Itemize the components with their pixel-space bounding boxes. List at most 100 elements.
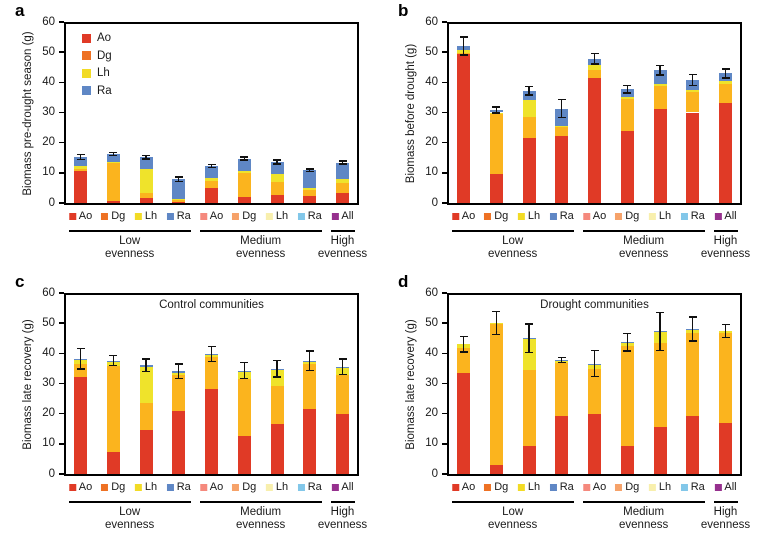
x-tick-ao-4: Ao xyxy=(582,210,606,222)
x-tick-swatch xyxy=(714,212,722,220)
y-tick-label: 0 xyxy=(431,196,438,209)
y-tick-label: 20 xyxy=(42,136,55,149)
group-label: High evenness xyxy=(318,506,367,532)
x-tick-swatch xyxy=(549,483,557,491)
x-tick-label: Ao xyxy=(209,210,224,222)
y-tick-label: 60 xyxy=(42,15,55,28)
error-bar xyxy=(309,351,311,371)
group-underline xyxy=(199,230,322,232)
plot-box xyxy=(447,22,742,205)
y-tick-label: 20 xyxy=(42,407,55,420)
y-tick-label: 50 xyxy=(425,45,438,58)
bar-segment-Ao xyxy=(555,415,569,474)
y-tick-mark xyxy=(442,322,447,324)
x-tick-label: Ao xyxy=(592,481,607,493)
y-tick-mark xyxy=(442,81,447,84)
error-bar xyxy=(112,355,114,366)
x-tick-label: Ra xyxy=(559,210,574,222)
x-tick-ao-0: Ao xyxy=(451,210,475,222)
legend-label: Ra xyxy=(97,84,112,97)
bar-segment-Ao xyxy=(719,422,732,474)
error-bar-cap-bottom xyxy=(590,375,599,378)
group-label: High evenness xyxy=(701,506,750,532)
x-tick-label: Ao xyxy=(78,481,93,493)
group-underline xyxy=(582,501,705,503)
error-bar xyxy=(495,107,497,114)
error-bar xyxy=(462,36,465,55)
bar-segment-Dg xyxy=(303,190,317,197)
bar-segment-Dg xyxy=(555,126,569,136)
error-bar-cap-bottom xyxy=(305,369,314,372)
error-bar-cap-top xyxy=(525,85,533,88)
error-bar-cap-top xyxy=(338,160,347,162)
group-label-line2: evenness xyxy=(105,248,155,260)
group-label-line1: Low xyxy=(502,235,524,247)
bar-segment-Dg xyxy=(237,378,251,436)
bar-segment-Dg xyxy=(522,117,536,139)
x-tick-ra-7: Ra xyxy=(680,210,705,222)
y-tick-label: 10 xyxy=(42,166,55,179)
error-bar-cap-top xyxy=(557,356,566,359)
bar-segment-Lh xyxy=(336,179,349,184)
x-tick-lh-2: Lh xyxy=(134,481,157,493)
group-label-line1: Medium xyxy=(623,506,665,518)
y-tick-mark xyxy=(59,322,64,324)
group-label-line2: evenness xyxy=(488,519,538,531)
x-tick-swatch xyxy=(484,212,492,220)
bar-segment-Ao xyxy=(336,193,349,203)
bar-segment-Dg xyxy=(719,332,732,423)
plot-area: 0 10 20 30 40 50 60 Ao Dg Lh Ra Ao Dg Lh Ra All Low evenn… xyxy=(383,0,766,271)
error-bar-cap-top xyxy=(142,358,150,360)
x-tick-swatch xyxy=(101,212,109,220)
x-tick-swatch xyxy=(232,483,240,491)
panel-a: a Biomass pre-drought season (g) 0 10 20 30… xyxy=(0,0,383,271)
x-tick-lh-2: Lh xyxy=(517,210,540,222)
x-tick-ra-3: Ra xyxy=(549,210,574,222)
error-bar-cap-top xyxy=(688,316,697,318)
group-label-line2: evenness xyxy=(488,248,538,260)
group-label-line1: Low xyxy=(502,506,524,518)
bar-segment-Lh xyxy=(620,97,634,99)
y-tick-mark xyxy=(442,473,447,475)
x-tick-swatch xyxy=(68,212,76,220)
error-bar-cap-top xyxy=(174,176,183,178)
bar-segment-Dg xyxy=(588,368,601,415)
error-bar-cap-bottom xyxy=(174,180,183,183)
error-bar xyxy=(692,316,694,341)
bar-segment-Dg xyxy=(303,364,317,410)
x-tick-all-8: All xyxy=(331,210,354,222)
error-bar-cap-bottom xyxy=(305,170,314,173)
plot-box xyxy=(447,293,742,476)
x-tick-label: Dg xyxy=(111,210,126,222)
y-tick-mark xyxy=(59,443,64,445)
bar-segment-Ao xyxy=(686,112,700,203)
x-tick-swatch xyxy=(451,483,459,491)
error-bar xyxy=(210,346,213,362)
x-tick-dg-5: Dg xyxy=(615,210,639,222)
bar-segment-Lh xyxy=(555,126,569,127)
bar-segment-Ao xyxy=(270,194,284,203)
x-tick-ao-4: Ao xyxy=(199,210,224,222)
error-bar-cap-top xyxy=(76,347,85,350)
bar-segment-Ao xyxy=(205,188,218,203)
bar-segment-Ra xyxy=(74,156,87,166)
error-bar xyxy=(593,350,596,377)
x-tick-dg-1: Dg xyxy=(484,481,508,493)
bar-segment-Dg xyxy=(336,375,349,414)
group-underline xyxy=(713,501,738,503)
group-label-line2: evenness xyxy=(700,519,751,531)
bar-segment-Ao xyxy=(522,446,536,474)
error-bar-cap-bottom xyxy=(142,158,150,160)
legend-item-Lh: Lh xyxy=(82,67,110,79)
y-tick-label: 40 xyxy=(425,346,438,359)
x-tick-label: Ra xyxy=(690,210,705,222)
bar-segment-Lh xyxy=(139,168,153,194)
x-tick-label: Dg xyxy=(242,481,257,493)
error-bar xyxy=(79,154,82,160)
x-tick-label: Dg xyxy=(494,210,509,222)
error-bar-cap-top xyxy=(492,106,501,108)
error-bar-cap-bottom xyxy=(721,77,730,79)
error-bar-cap-top xyxy=(623,332,632,335)
x-tick-label: Ra xyxy=(307,210,322,222)
y-tick-mark xyxy=(442,292,447,294)
